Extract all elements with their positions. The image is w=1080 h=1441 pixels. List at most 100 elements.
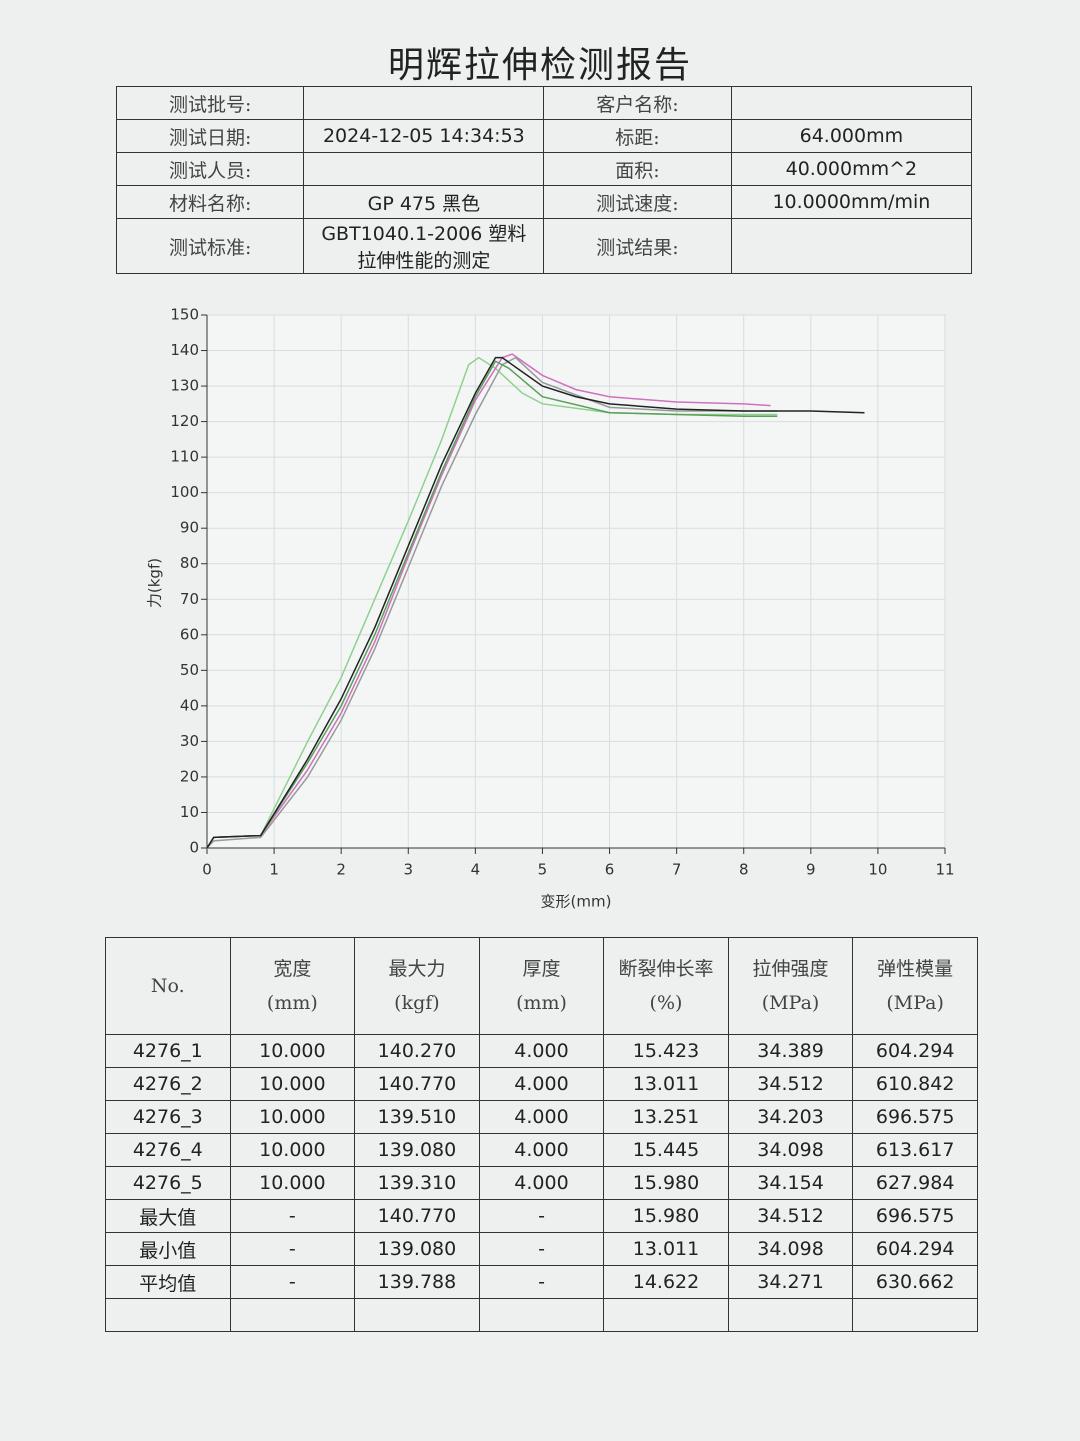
result-cell: 139.510 <box>354 1100 480 1134</box>
empty-cell <box>852 1298 978 1332</box>
result-row: 4276_2 10.000 140.770 4.000 13.011 34.512 610.… <box>105 1067 978 1101</box>
header-value <box>730 218 973 274</box>
header-label: 标距: <box>543 119 732 153</box>
x-tick-label: 11 <box>935 861 954 879</box>
result-cell: 13.251 <box>603 1100 729 1134</box>
result-cell: 4276_3 <box>105 1100 231 1134</box>
result-cell: 10.000 <box>229 1100 356 1134</box>
y-tick-label: 80 <box>180 554 199 572</box>
result-cell: 13.011 <box>603 1067 729 1101</box>
header-label: 材料名称: <box>115 185 305 219</box>
y-tick-label: 120 <box>170 412 199 430</box>
result-cell: - <box>478 1265 605 1299</box>
x-tick-label: 4 <box>471 861 481 879</box>
header-row: 测试日期: 2024-12-05 14:34:53 标距: 64.000mm <box>115 119 973 153</box>
result-row: 最大值 -140.770-15.980 34.512 696.575 <box>105 1199 978 1233</box>
column-unit: (MPa) <box>886 992 944 1014</box>
column-name: 厚度 <box>522 958 561 980</box>
result-row: 最小值 -139.080-13.011 34.098 604.294 <box>105 1232 978 1266</box>
result-cell: 4276_5 <box>105 1166 231 1200</box>
column-unit: (mm) <box>266 992 318 1014</box>
y-tick-label: 90 <box>180 519 199 537</box>
x-tick-label: 9 <box>806 861 816 879</box>
y-tick-label: 110 <box>170 448 199 466</box>
result-cell: 696.575 <box>852 1199 978 1233</box>
result-cell: 34.512 <box>727 1067 854 1101</box>
result-cell: 13.011 <box>603 1232 729 1266</box>
result-cell: 4.000 <box>478 1034 605 1068</box>
x-tick-label: 7 <box>672 861 682 879</box>
y-tick-label: 70 <box>180 590 199 608</box>
column-unit: (kgf) <box>394 992 440 1014</box>
header-label: 面积: <box>543 152 732 186</box>
header-row: 测试批号: 客户名称: <box>115 86 973 120</box>
header-label: 测试标准: <box>115 218 305 274</box>
result-cell: 15.980 <box>603 1166 729 1200</box>
result-cell: 34.098 <box>727 1133 854 1167</box>
header-value: 2024-12-05 14:34:53 <box>303 119 545 153</box>
y-tick-label: 40 <box>180 696 199 714</box>
y-tick-label: 50 <box>180 661 199 679</box>
result-cell: 4.000 <box>478 1166 605 1200</box>
result-row: 平均值 -139.788-14.622 34.271 630.662 <box>105 1265 978 1299</box>
result-cell: - <box>478 1232 605 1266</box>
empty-cell <box>478 1298 605 1332</box>
header-table: 测试批号: 客户名称: 测试日期: 2024-12-05 14:34:53 标距: 64.… <box>115 86 973 274</box>
result-cell: 10.000 <box>229 1034 356 1068</box>
y-tick-label: 10 <box>180 803 199 821</box>
result-cell: 610.842 <box>852 1067 978 1101</box>
result-cell: 34.098 <box>727 1232 854 1266</box>
header-row: 测试人员: 面积: 40.000mm^2 <box>115 152 973 186</box>
header-row: 材料名称: GP 475 黑色 测试速度: 10.0000mm/min <box>115 185 973 219</box>
header-value-line: 2024-12-05 14:34:53 <box>322 125 525 147</box>
result-cell: 14.622 <box>603 1265 729 1299</box>
empty-cell <box>603 1298 729 1332</box>
empty-cell <box>354 1298 480 1332</box>
curve <box>206 356 865 849</box>
column-header: 拉伸强度 (MPa) <box>727 937 854 1035</box>
column-header: 厚度 (mm) <box>478 937 605 1035</box>
result-cell: 139.310 <box>354 1166 480 1200</box>
x-tick-label: 8 <box>739 861 749 879</box>
column-name: 拉伸强度 <box>752 958 829 980</box>
result-cell: 15.423 <box>603 1034 729 1068</box>
column-header: 断裂伸长率 (%) <box>603 937 729 1035</box>
result-row: 4276_5 10.000 139.310 4.000 15.980 34.154 627.… <box>105 1166 978 1200</box>
x-tick-label: 10 <box>868 861 887 879</box>
header-value: 40.000mm^2 <box>730 152 973 186</box>
header-value: GP 475 黑色 <box>303 185 545 219</box>
result-cell: 627.984 <box>852 1166 978 1200</box>
result-cell: - <box>229 1232 356 1266</box>
x-tick-label: 3 <box>403 861 413 879</box>
column-unit: (mm) <box>516 992 567 1014</box>
header-label: 测试批号: <box>115 86 305 120</box>
result-cell: 4276_1 <box>105 1034 231 1068</box>
result-cell: 最大值 <box>105 1199 231 1233</box>
y-axis-label: 力(kgf) <box>146 558 164 608</box>
column-name: 弹性模量 <box>877 958 954 980</box>
header-label: 测试速度: <box>543 185 732 219</box>
column-name: 最大力 <box>388 958 446 980</box>
result-cell: 10.000 <box>229 1166 356 1200</box>
header-row: 测试标准: GBT1040.1-2006 塑料 拉伸性能的测定 测试结果: <box>115 218 973 274</box>
empty-row <box>105 1298 978 1332</box>
result-cell: 15.980 <box>603 1199 729 1233</box>
result-cell: 604.294 <box>852 1232 978 1266</box>
y-tick-label: 150 <box>170 306 199 324</box>
column-header: No. <box>105 937 231 1035</box>
result-row: 4276_3 10.000 139.510 4.000 13.251 34.203 696.… <box>105 1100 978 1134</box>
y-tick-label: 130 <box>170 377 199 395</box>
x-tick-label: 0 <box>202 861 212 879</box>
result-cell: 34.389 <box>727 1034 854 1068</box>
result-cell: 4.000 <box>478 1133 605 1167</box>
header-label: 客户名称: <box>543 86 732 120</box>
y-tick-label: 30 <box>180 732 199 750</box>
result-cell: 平均值 <box>105 1265 231 1299</box>
header-value-line: 拉伸性能的测定 <box>357 250 491 272</box>
x-tick-label: 1 <box>269 861 279 879</box>
column-name: No. <box>150 975 185 997</box>
curve <box>206 356 778 849</box>
result-cell: 4.000 <box>478 1100 605 1134</box>
result-cell: 10.000 <box>229 1133 356 1167</box>
